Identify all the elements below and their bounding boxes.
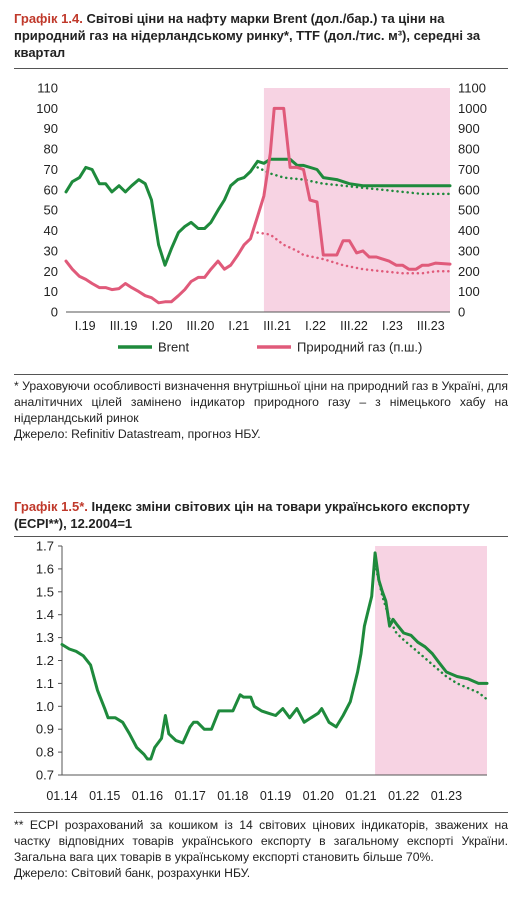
right-y-tick-label: 200 bbox=[458, 264, 480, 279]
x-tick-label: III.19 bbox=[110, 319, 138, 333]
chart2-plot: 0.7 0.8 0.9 1.0 1.1 1.2 1.3 1.4 1.5 1.6 1.7 01.14 01… bbox=[36, 539, 489, 803]
x-tick-label: 01.17 bbox=[175, 789, 206, 803]
series-line bbox=[64, 157, 452, 267]
chart1-bottom-rule bbox=[14, 374, 508, 375]
right-y-tick-label: 400 bbox=[458, 223, 480, 238]
chart1-footnote: * Ураховуючи особливості визначення внут… bbox=[14, 379, 508, 425]
y-tick-label: 1.0 bbox=[36, 699, 54, 714]
chart1-title-text: Світові ціни на нафту марки Brent (дол./… bbox=[14, 11, 481, 60]
x-tick-label: 01.19 bbox=[260, 789, 291, 803]
chart2-title-number: Графік 1.5*. bbox=[14, 499, 88, 514]
chart1-plot: 0102030405060708090100110010020030040050… bbox=[36, 81, 487, 355]
chart2-footnote: ** ECPI розрахований за кошиком із 14 св… bbox=[14, 818, 508, 864]
chart1-top-rule bbox=[14, 68, 508, 69]
left-y-tick-label: 20 bbox=[44, 264, 58, 279]
chart2-title: Графік 1.5*. Індекс зміни світових цін н… bbox=[14, 498, 508, 532]
series-line bbox=[64, 106, 452, 305]
x-tick-label: III.21 bbox=[263, 319, 291, 333]
y-tick-label: 1.7 bbox=[36, 539, 54, 554]
y-tick-label: 1.1 bbox=[36, 676, 54, 691]
x-tick-label: I.21 bbox=[228, 319, 249, 333]
y-tick-label: 0.8 bbox=[36, 745, 54, 760]
x-tick-label: 01.18 bbox=[217, 789, 248, 803]
x-tick-label: I.23 bbox=[382, 319, 403, 333]
series-line-forecast bbox=[373, 563, 489, 701]
right-y-tick-label: 0 bbox=[458, 305, 465, 320]
x-tick-label: 01.23 bbox=[431, 789, 462, 803]
x-tick-label: III.20 bbox=[187, 319, 215, 333]
legend-label-brent: Brent bbox=[158, 340, 189, 355]
left-y-tick-label: 100 bbox=[36, 101, 58, 116]
chart1-title-number: Графік 1.4. bbox=[14, 11, 83, 26]
chart2-title-text: Індекс зміни світових цін на товари укра… bbox=[14, 499, 470, 531]
y-tick-label: 1.2 bbox=[36, 653, 54, 668]
right-y-tick-label: 600 bbox=[458, 182, 480, 197]
left-y-tick-label: 70 bbox=[44, 162, 58, 177]
x-tick-label: 01.15 bbox=[89, 789, 120, 803]
legend-label-gas: Природний газ (п.ш.) bbox=[297, 340, 422, 355]
x-tick-label: I.19 bbox=[75, 319, 96, 333]
y-tick-label: 1.4 bbox=[36, 607, 54, 622]
right-y-tick-label: 800 bbox=[458, 142, 480, 157]
left-y-tick-label: 90 bbox=[44, 121, 58, 136]
x-tick-label: 01.16 bbox=[132, 789, 163, 803]
right-y-tick-label: 1000 bbox=[458, 101, 487, 116]
chart2-source: Джерело: Світовий банк, розрахунки НБУ. bbox=[14, 866, 251, 880]
left-y-tick-label: 110 bbox=[37, 81, 58, 96]
right-y-tick-label: 500 bbox=[458, 203, 480, 218]
forecast-band bbox=[263, 88, 450, 312]
right-y-tick-label: 1100 bbox=[458, 81, 486, 96]
y-tick-label: 0.9 bbox=[36, 722, 54, 737]
right-y-tick-label: 100 bbox=[458, 284, 480, 299]
left-y-tick-label: 40 bbox=[44, 223, 58, 238]
left-y-tick-label: 0 bbox=[51, 305, 58, 320]
chart1-title: Графік 1.4. Світові ціни на нафту марки … bbox=[14, 10, 508, 61]
left-y-tick-label: 30 bbox=[44, 243, 58, 258]
x-tick-label: 01.22 bbox=[388, 789, 419, 803]
series-line bbox=[60, 551, 489, 761]
x-tick-label: 01.14 bbox=[46, 789, 77, 803]
x-tick-label: 01.21 bbox=[345, 789, 376, 803]
left-y-tick-label: 10 bbox=[44, 284, 58, 299]
chart1-source: Джерело: Refinitiv Datastream, прогноз Н… bbox=[14, 427, 261, 441]
series-line-forecast bbox=[256, 231, 452, 275]
right-y-tick-label: 900 bbox=[458, 121, 480, 136]
left-y-tick-label: 60 bbox=[44, 182, 58, 197]
x-tick-label: III.23 bbox=[417, 319, 445, 333]
y-tick-label: 1.5 bbox=[36, 584, 54, 599]
chart1-notes: * Ураховуючи особливості визначення внут… bbox=[14, 378, 508, 442]
y-tick-label: 0.7 bbox=[36, 768, 54, 783]
forecast-band bbox=[375, 546, 487, 775]
right-y-tick-label: 700 bbox=[458, 162, 480, 177]
x-tick-label: I.22 bbox=[305, 319, 326, 333]
chart2-notes: ** ECPI розрахований за кошиком із 14 св… bbox=[14, 817, 508, 881]
x-tick-label: III.22 bbox=[340, 319, 368, 333]
left-y-tick-label: 80 bbox=[44, 142, 58, 157]
left-y-tick-label: 50 bbox=[44, 203, 58, 218]
right-y-tick-label: 300 bbox=[458, 243, 480, 258]
chart2-bottom-rule bbox=[14, 812, 508, 813]
y-tick-label: 1.3 bbox=[36, 630, 54, 645]
y-tick-label: 1.6 bbox=[36, 561, 54, 576]
x-tick-label: I.20 bbox=[152, 319, 173, 333]
chart2-top-rule bbox=[14, 536, 508, 537]
x-tick-label: 01.20 bbox=[303, 789, 334, 803]
